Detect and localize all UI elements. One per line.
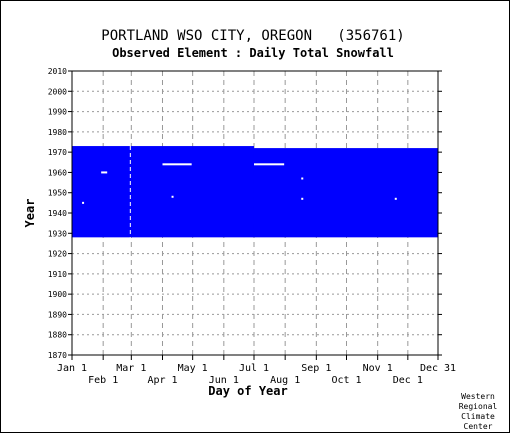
y-tick-label: 1900 <box>48 290 67 299</box>
y-tick-label: 1970 <box>48 148 67 157</box>
chart-subtitle: Observed Element : Daily Total Snowfall <box>112 46 394 60</box>
y-tick-label: 1930 <box>48 229 67 238</box>
y-tick-label: 1870 <box>48 351 67 360</box>
missing-point <box>301 197 304 200</box>
x-tick-label: Jun 1 <box>209 375 239 386</box>
credit-line-2: Regional <box>459 402 498 411</box>
y-tick-label: 1940 <box>48 209 67 218</box>
credit-block: Western Regional Climate Center <box>459 392 498 431</box>
missing-point <box>171 195 174 198</box>
x-tick-label: Sep 1 <box>301 363 331 374</box>
y-axis-label: Year <box>23 199 37 228</box>
missing-segment <box>253 163 285 166</box>
missing-data-marks <box>82 146 397 238</box>
y-tick-label: 1890 <box>48 310 67 319</box>
credit-line-1: Western <box>461 392 495 401</box>
x-tick-label: Dec 31 <box>420 363 456 374</box>
chart-title: PORTLAND WSO CITY, OREGON (356761) <box>101 28 404 44</box>
y-tick-label: 1880 <box>48 331 67 340</box>
x-tick-label: Feb 1 <box>88 375 118 386</box>
x-axis-label: Day of Year <box>208 384 287 398</box>
data-block <box>72 146 254 238</box>
x-tick-label: Jul 1 <box>239 363 269 374</box>
y-tick-label: 1910 <box>48 270 67 279</box>
x-axis: Jan 1 Mar 1 May 1 Jul 1 Sep 1 Nov 1 Dec 31 Feb … <box>57 355 456 386</box>
credit-line-3: Climate <box>461 412 495 421</box>
x-tick-label: Jan 1 <box>57 363 87 374</box>
x-tick-label: Nov 1 <box>363 363 393 374</box>
y-tick-label: 1950 <box>48 189 67 198</box>
credit-line-4: Center <box>464 422 493 431</box>
y-tick-label: 1920 <box>48 250 67 259</box>
y-tick-label: 2010 <box>48 67 67 76</box>
y-tick-label: 2000 <box>48 87 67 96</box>
missing-point <box>394 197 397 200</box>
y-tick-label: 1960 <box>48 168 67 177</box>
x-tick-label: Oct 1 <box>331 375 361 386</box>
x-tick-label: Dec 1 <box>393 375 423 386</box>
y-tick-label: 1990 <box>48 108 67 117</box>
data-block <box>253 148 438 238</box>
x-tick-label: May 1 <box>178 363 208 374</box>
missing-segment <box>101 171 108 174</box>
y-tick-label: 1980 <box>48 128 67 137</box>
missing-point <box>82 201 85 204</box>
x-tick-label: Apr 1 <box>147 375 177 386</box>
missing-point <box>301 177 304 180</box>
missing-segment <box>162 163 192 166</box>
y-axis: 2010 2000 1990 1980 1970 1960 1950 1940 1930 1920… <box>48 67 442 360</box>
x-tick-label: Aug 1 <box>270 375 300 386</box>
data-region <box>72 146 438 238</box>
x-tick-label: Mar 1 <box>116 363 146 374</box>
